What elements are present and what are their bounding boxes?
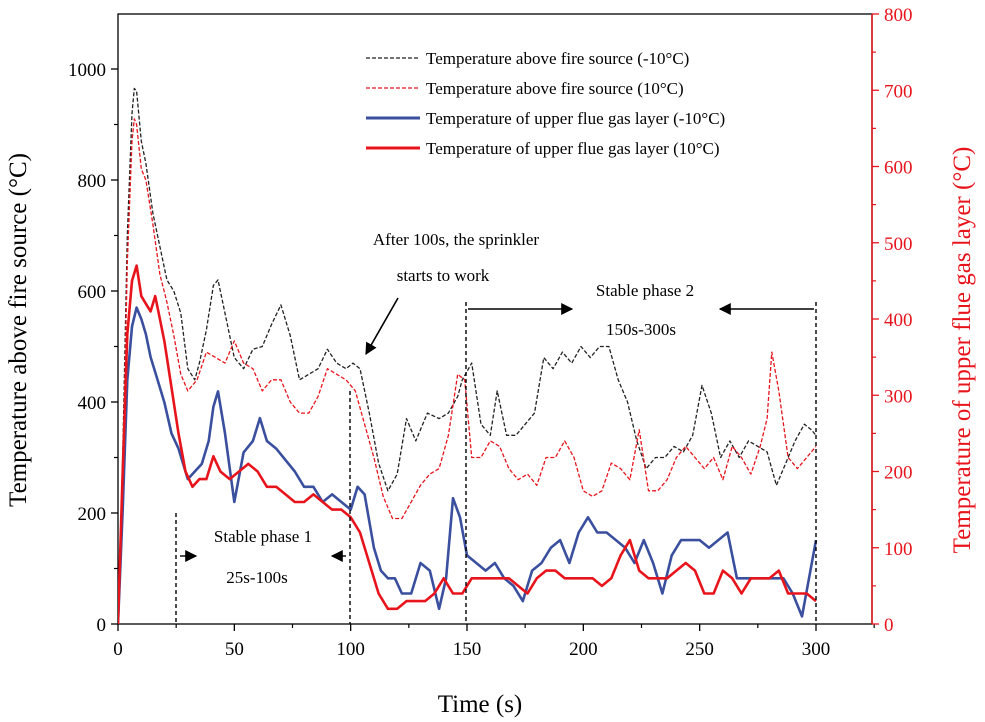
series-line-temp-above-fire-10 — [118, 118, 817, 624]
series-line-upper-flue-gas-minus10 — [118, 306, 818, 624]
y2-tick-label-200: 200 — [884, 463, 913, 484]
legend-label-3: Temperature of upper flue gas layer (10°… — [426, 139, 720, 158]
y-tick-label-400: 400 — [78, 393, 107, 414]
y2-tick-label-500: 500 — [884, 234, 913, 255]
phase2-annotation-line2: 150s-300s — [606, 320, 676, 339]
series-line-temp-above-fire-minus10 — [118, 87, 817, 624]
x-axis-title: Time (s) — [438, 691, 523, 718]
sprinkler-arrow — [365, 297, 399, 356]
phase1-annotation-line1: Stable phase 1 — [214, 527, 312, 546]
phase1-annotation-line2: 25s-100s — [226, 568, 287, 587]
y2-tick-label-0: 0 — [884, 615, 894, 636]
right-y-axis-ticks: 0 100 200 300 400 500 600 700 800 — [872, 5, 913, 636]
x-tick-label-250: 250 — [685, 639, 714, 660]
x-tick-label-150: 150 — [453, 639, 482, 660]
x-tick-label-100: 100 — [336, 639, 365, 660]
y2-tick-label-700: 700 — [884, 81, 913, 102]
y2-tick-label-100: 100 — [884, 539, 913, 560]
y2-tick-label-600: 600 — [884, 158, 913, 179]
sprinkler-annotation-line1: After 100s, the sprinkler — [373, 230, 540, 249]
legend-label-0: Temperature above fire source (-10°C) — [426, 49, 689, 68]
y-tick-label-200: 200 — [78, 504, 107, 525]
left-y-axis-title: Temperature above fire source (°C) — [5, 153, 32, 507]
legend-label-1: Temperature above fire source (10°C) — [426, 79, 684, 98]
y-tick-label-800: 800 — [78, 171, 107, 192]
series-line-upper-flue-gas-10 — [118, 264, 817, 624]
x-tick-label-300: 300 — [802, 639, 831, 660]
x-tick-label-0: 0 — [113, 639, 123, 660]
x-tick-label-200: 200 — [569, 639, 598, 660]
legend: Temperature above fire source (-10°C) Te… — [366, 49, 725, 158]
phase2-annotation-line1: Stable phase 2 — [596, 281, 694, 300]
y2-tick-label-800: 800 — [884, 5, 913, 26]
sprinkler-annotation-line2: starts to work — [397, 266, 490, 285]
x-tick-label-50: 50 — [225, 639, 244, 660]
y-tick-label-1000: 1000 — [68, 60, 106, 81]
right-y-axis-title: Temperature of upper flue gas layer (°C) — [949, 147, 976, 554]
y2-tick-label-300: 300 — [884, 386, 913, 407]
x-axis-ticks: 0 50 100 150 200 250 300 — [113, 624, 875, 660]
y2-tick-label-400: 400 — [884, 310, 913, 331]
y-tick-label-0: 0 — [97, 615, 107, 636]
legend-label-2: Temperature of upper flue gas layer (-10… — [426, 109, 725, 128]
y-tick-label-600: 600 — [78, 282, 107, 303]
left-y-axis-ticks: 0 200 400 600 800 1000 — [68, 60, 118, 636]
